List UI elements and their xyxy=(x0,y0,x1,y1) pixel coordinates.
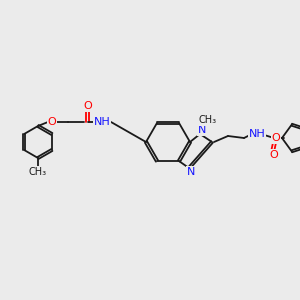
Text: CH₃: CH₃ xyxy=(29,167,47,177)
Text: N: N xyxy=(187,167,195,177)
Text: O: O xyxy=(83,101,92,111)
Text: O: O xyxy=(272,133,280,143)
Text: NH: NH xyxy=(94,117,110,127)
Text: NH: NH xyxy=(249,129,266,139)
Text: N: N xyxy=(198,125,206,135)
Text: O: O xyxy=(48,117,56,127)
Text: O: O xyxy=(270,150,278,160)
Text: CH₃: CH₃ xyxy=(199,115,217,125)
